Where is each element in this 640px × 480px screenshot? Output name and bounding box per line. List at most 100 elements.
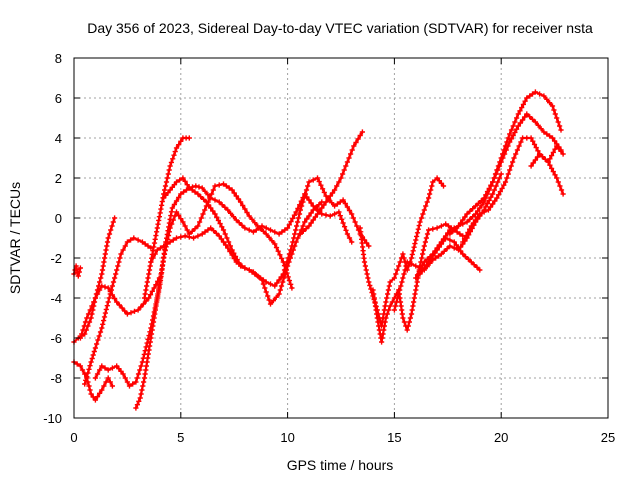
- data-point: [169, 221, 175, 227]
- data-point: [200, 211, 206, 217]
- series-arc-1: [71, 263, 83, 279]
- data-point: [216, 233, 222, 239]
- data-point: [367, 282, 373, 289]
- data-point: [186, 234, 192, 240]
- data-point: [505, 135, 511, 141]
- data-point: [233, 217, 239, 223]
- y-axis-label: SDTVAR / TECUs: [7, 182, 23, 294]
- data-point: [470, 206, 476, 212]
- data-point: [346, 235, 353, 241]
- data-point: [281, 267, 288, 273]
- data-point: [483, 195, 489, 201]
- series-arc-7: [133, 181, 295, 411]
- data-point: [404, 327, 410, 333]
- data-point: [92, 397, 98, 403]
- data-point: [222, 204, 228, 210]
- data-point: [529, 116, 536, 122]
- data-point: [140, 355, 146, 361]
- data-point: [421, 243, 427, 249]
- data-point: [211, 228, 217, 234]
- data-point: [286, 278, 292, 284]
- data-point: [171, 152, 177, 158]
- data-point: [143, 287, 149, 293]
- data-point: [519, 105, 525, 111]
- data-point: [458, 248, 464, 254]
- data-point: [500, 151, 506, 157]
- data-point: [285, 274, 291, 280]
- data-point: [340, 197, 346, 203]
- data-point: [297, 231, 303, 237]
- data-point: [161, 251, 168, 257]
- data-point: [252, 271, 258, 277]
- data-point: [300, 228, 306, 234]
- data-point: [492, 171, 499, 177]
- x-axis-label: GPS time / hours: [287, 457, 394, 473]
- data-point: [182, 223, 188, 229]
- data-point: [120, 247, 126, 253]
- data-point: [167, 187, 173, 193]
- data-point: [275, 248, 281, 254]
- data-point: [401, 271, 407, 277]
- data-point: [173, 209, 180, 215]
- data-point: [87, 307, 93, 313]
- data-point: [396, 263, 402, 269]
- data-point: [155, 291, 161, 297]
- data-point: [176, 142, 182, 148]
- data-point: [403, 263, 409, 269]
- data-point: [490, 191, 496, 197]
- data-point: [477, 211, 483, 217]
- data-point: [150, 255, 156, 261]
- data-point: [490, 179, 496, 185]
- data-point: [267, 227, 274, 233]
- data-point: [291, 235, 297, 241]
- data-point: [106, 295, 112, 301]
- data-point: [420, 251, 426, 257]
- data-point: [134, 375, 140, 381]
- data-point: [421, 265, 427, 271]
- data-point: [118, 368, 124, 374]
- data-point: [382, 303, 388, 309]
- data-point: [286, 251, 292, 257]
- data-point: [520, 117, 526, 123]
- data-point: [544, 96, 550, 102]
- data-point: [173, 179, 180, 185]
- data-point: [334, 201, 340, 207]
- data-point: [316, 202, 322, 208]
- data-point: [438, 180, 444, 186]
- data-point: [133, 379, 139, 385]
- data-point: [393, 299, 400, 305]
- data-point: [475, 200, 481, 206]
- y-tick-label: -6: [50, 331, 62, 346]
- data-point: [310, 177, 316, 183]
- data-point: [143, 344, 149, 350]
- data-point: [196, 184, 202, 190]
- data-point: [414, 272, 421, 278]
- data-point: [496, 192, 502, 198]
- data-point: [318, 182, 324, 188]
- data-point: [479, 202, 485, 208]
- data-point: [91, 299, 97, 305]
- data-point: [99, 283, 105, 289]
- data-point: [205, 227, 211, 233]
- data-point: [401, 319, 407, 325]
- data-point: [293, 209, 299, 215]
- data-point: [101, 314, 108, 320]
- data-point: [492, 198, 498, 204]
- data-point: [294, 223, 300, 229]
- data-point: [531, 141, 538, 147]
- data-point: [417, 271, 423, 277]
- data-point: [477, 205, 483, 211]
- data-point: [432, 250, 438, 256]
- data-point: [438, 223, 444, 229]
- plot-frame: [73, 57, 609, 419]
- y-tick-label: 4: [55, 131, 62, 146]
- data-point: [161, 195, 167, 201]
- data-point: [85, 311, 92, 317]
- data-point: [385, 291, 391, 297]
- data-point: [191, 235, 197, 241]
- data-point: [277, 287, 283, 293]
- data-point: [475, 208, 481, 214]
- data-point: [494, 167, 500, 173]
- data-point: [170, 156, 176, 162]
- data-point: [232, 253, 239, 259]
